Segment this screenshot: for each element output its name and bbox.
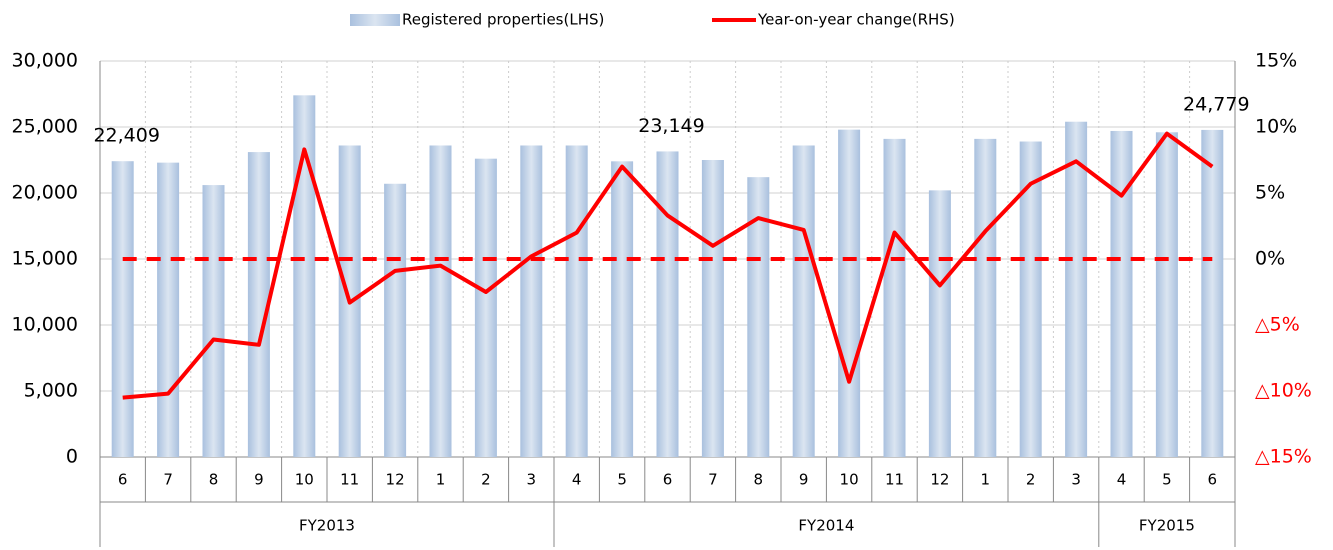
bar [883, 138, 906, 457]
group-label: FY2014 [798, 517, 854, 535]
line [122, 131, 1214, 400]
bar [838, 129, 861, 457]
bar [1201, 129, 1224, 457]
y2-tick-label: △5% [1255, 314, 1300, 336]
x-tick-label: 12 [930, 471, 949, 489]
bar [1065, 121, 1088, 457]
x-tick-label: 6 [118, 471, 128, 489]
y2-tick-label: △10% [1255, 380, 1312, 402]
bar [293, 95, 316, 457]
bar [747, 177, 770, 457]
y-tick-label: 10,000 [12, 314, 78, 336]
y-tick-label: 30,000 [12, 50, 78, 72]
group-label: FY2013 [299, 517, 355, 535]
bar [247, 152, 270, 457]
y-tick-label: 20,000 [12, 182, 78, 204]
x-tick-label: 7 [163, 471, 173, 489]
data-label: 23,149 [638, 115, 704, 137]
bar [111, 161, 134, 457]
y2-tick-label: 10% [1255, 116, 1297, 138]
x-tick-label: 9 [254, 471, 264, 489]
x-tick-label: 4 [1117, 471, 1127, 489]
bar [474, 158, 497, 457]
x-tick-label: 10 [840, 471, 859, 489]
y2-tick-label: 0% [1255, 248, 1285, 270]
group-label: FY2015 [1139, 517, 1195, 535]
legend-swatch [350, 14, 400, 26]
x-tick-label: 6 [663, 471, 673, 489]
bar [429, 145, 452, 458]
y-tick-label: 0 [66, 446, 78, 468]
x-tick-label: 8 [754, 471, 764, 489]
bar [565, 145, 588, 458]
y-tick-label: 15,000 [12, 248, 78, 270]
x-tick-label: 4 [572, 471, 582, 489]
bar [1019, 141, 1042, 457]
bar [520, 145, 543, 458]
bar [701, 160, 724, 457]
bar [928, 190, 951, 458]
y2-tick-label: △15% [1255, 446, 1312, 468]
bar [656, 151, 679, 457]
bar [974, 138, 997, 457]
x-tick-label: 1 [436, 471, 446, 489]
y2-tick-label: 15% [1255, 50, 1297, 72]
bar [792, 145, 815, 458]
legend-label: Registered properties(LHS) [402, 11, 604, 29]
x-tick-label: 2 [481, 471, 491, 489]
data-label: 22,409 [93, 125, 159, 147]
bar [1155, 132, 1178, 457]
x-tick-label: 11 [885, 471, 904, 489]
x-tick-label: 2 [1026, 471, 1036, 489]
bar [1110, 130, 1133, 457]
bar [384, 183, 407, 457]
bar [202, 185, 225, 457]
x-tick-label: 1 [981, 471, 991, 489]
x-tick-label: 5 [617, 471, 627, 489]
x-tick-label: 3 [527, 471, 537, 489]
x-tick-label: 6 [1208, 471, 1218, 489]
y-tick-label: 5,000 [24, 380, 78, 402]
x-tick-label: 8 [209, 471, 219, 489]
bar [611, 161, 634, 457]
x-tick-label: 9 [799, 471, 809, 489]
legend-label: Year-on-year change(RHS) [757, 11, 955, 29]
x-tick-label: 7 [708, 471, 718, 489]
y-tick-label: 25,000 [12, 116, 78, 138]
data-label: 24,779 [1183, 93, 1249, 115]
x-tick-label: 11 [340, 471, 359, 489]
x-tick-label: 3 [1071, 471, 1081, 489]
x-tick-label: 12 [386, 471, 405, 489]
bar [157, 162, 180, 457]
y2-tick-label: 5% [1255, 182, 1285, 204]
x-tick-label: 10 [295, 471, 314, 489]
x-tick-label: 5 [1162, 471, 1172, 489]
